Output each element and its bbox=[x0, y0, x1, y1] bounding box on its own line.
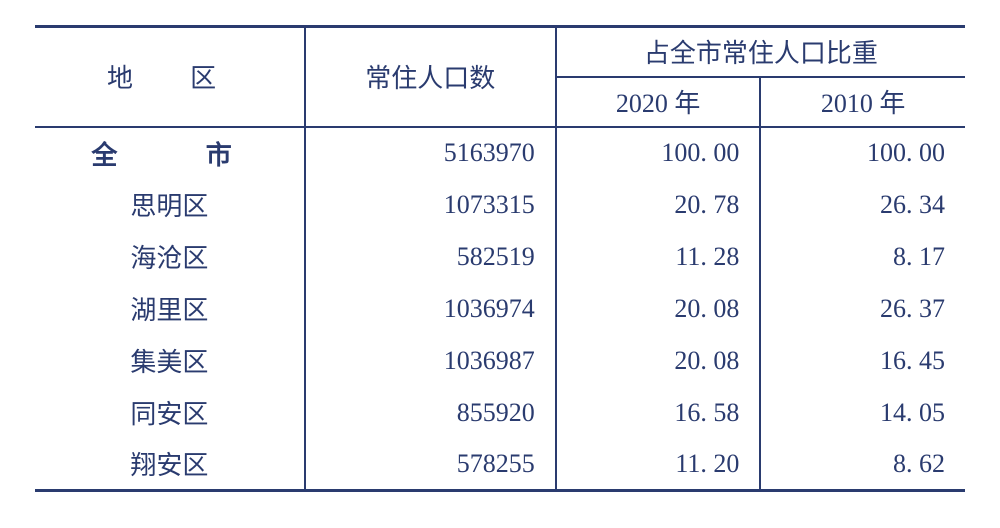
cell-population: 5163970 bbox=[305, 127, 556, 179]
cell-share-2020: 16. 58 bbox=[556, 387, 761, 439]
cell-region-text: 海沧区 bbox=[130, 244, 208, 273]
table-header: 地 区 常住人口数 占全市常住人口比重 2020 年 2010 年 bbox=[35, 27, 965, 127]
cell-share-2010: 26. 37 bbox=[760, 283, 965, 335]
cell-region: 湖里区 bbox=[35, 283, 305, 335]
header-population: 常住人口数 bbox=[305, 27, 556, 127]
table-row: 集美区 103698720. 0816. 45 bbox=[35, 335, 965, 387]
cell-population: 582519 bbox=[305, 231, 556, 283]
cell-region: 翔安区 bbox=[35, 439, 305, 491]
header-region: 地 区 bbox=[35, 27, 305, 127]
cell-share-2010: 26. 34 bbox=[760, 179, 965, 231]
cell-region-text: 集美区 bbox=[130, 348, 208, 377]
cell-share-2010: 16. 45 bbox=[760, 335, 965, 387]
cell-share-2020: 20. 08 bbox=[556, 283, 761, 335]
cell-population: 1036987 bbox=[305, 335, 556, 387]
table-row: 同安区 85592016. 5814. 05 bbox=[35, 387, 965, 439]
table-row: 思明区 107331520. 7826. 34 bbox=[35, 179, 965, 231]
table-row: 全 市5163970100. 00100. 00 bbox=[35, 127, 965, 179]
header-year-2010: 2010 年 bbox=[760, 77, 965, 127]
cell-population: 855920 bbox=[305, 387, 556, 439]
cell-share-2020: 20. 08 bbox=[556, 335, 761, 387]
table-row: 翔安区 57825511. 208. 62 bbox=[35, 439, 965, 491]
cell-region: 思明区 bbox=[35, 179, 305, 231]
cell-share-2010: 8. 17 bbox=[760, 231, 965, 283]
cell-region: 海沧区 bbox=[35, 231, 305, 283]
population-table: 地 区 常住人口数 占全市常住人口比重 2020 年 2010 年 全 市 516… bbox=[35, 25, 965, 492]
cell-region: 同安区 bbox=[35, 387, 305, 439]
cell-region-text: 湖里区 bbox=[130, 296, 208, 325]
table-body: 全 市5163970100. 00100. 00思明区107331520. 78… bbox=[35, 127, 965, 491]
cell-region-text: 思明区 bbox=[130, 192, 208, 221]
cell-region-text: 翔安区 bbox=[130, 451, 208, 480]
cell-share-2010: 14. 05 bbox=[760, 387, 965, 439]
cell-region-text: 同安区 bbox=[130, 400, 208, 429]
header-share-group: 占全市常住人口比重 bbox=[556, 27, 965, 77]
cell-share-2010: 8. 62 bbox=[760, 439, 965, 491]
cell-share-2020: 11. 20 bbox=[556, 439, 761, 491]
table-row: 湖里区 103697420. 0826. 37 bbox=[35, 283, 965, 335]
cell-region: 全 市 bbox=[35, 127, 305, 179]
cell-population: 578255 bbox=[305, 439, 556, 491]
table-row: 海沧区 58251911. 288. 17 bbox=[35, 231, 965, 283]
cell-share-2010: 100. 00 bbox=[760, 127, 965, 179]
cell-population: 1036974 bbox=[305, 283, 556, 335]
cell-region-text: 全 市 bbox=[76, 140, 263, 170]
cell-share-2020: 11. 28 bbox=[556, 231, 761, 283]
cell-region: 集美区 bbox=[35, 335, 305, 387]
cell-population: 1073315 bbox=[305, 179, 556, 231]
cell-share-2020: 100. 00 bbox=[556, 127, 761, 179]
cell-share-2020: 20. 78 bbox=[556, 179, 761, 231]
header-year-2020: 2020 年 bbox=[556, 77, 761, 127]
header-region-text: 地 区 bbox=[107, 64, 232, 93]
